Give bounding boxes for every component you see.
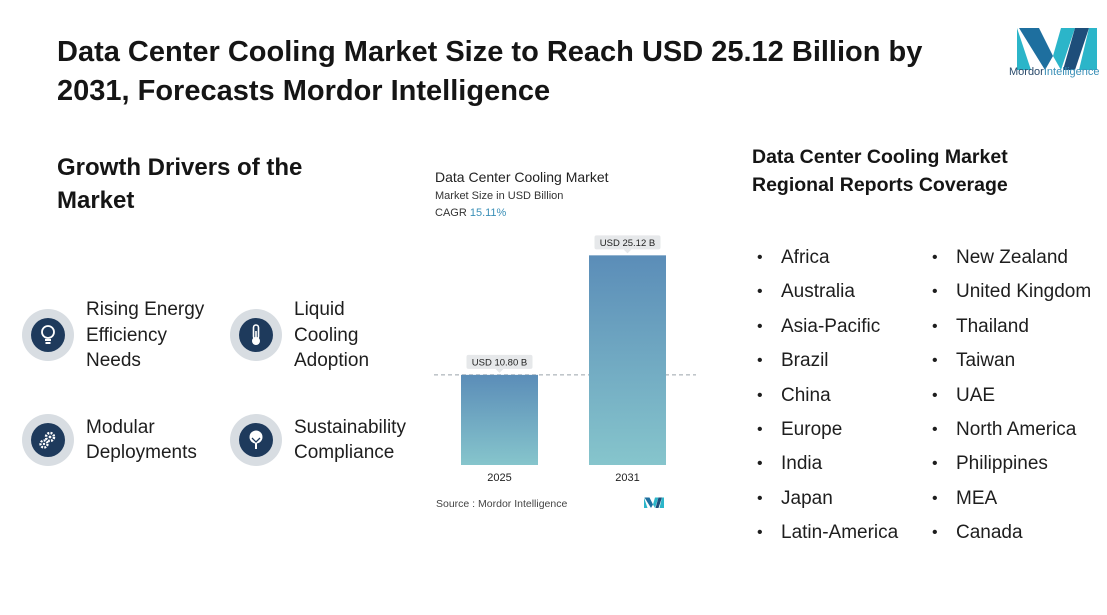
driver-label: Sustainability Compliance: [294, 416, 406, 464]
region-item: Europe: [752, 416, 898, 450]
data-label-bg: [466, 354, 533, 369]
region-item: Canada: [927, 519, 1091, 553]
driver-label: Rising Energy Efficiency Needs: [86, 299, 205, 371]
driver-modular-deployments: Modular Deployments: [22, 414, 197, 466]
lightbulb-icon: [22, 309, 74, 362]
chart-title: Data Center Cooling Market: [435, 169, 609, 185]
thermometer-icon: [230, 309, 282, 362]
region-item: New Zealand: [927, 244, 1091, 278]
chart-logo-icon: [644, 497, 664, 508]
region-item: Japan: [752, 485, 898, 519]
region-item: UAE: [927, 382, 1091, 416]
region-item: Taiwan: [927, 347, 1091, 381]
region-item: United Kingdom: [927, 278, 1091, 312]
chart-subtitle: Market Size in USD Billion: [435, 190, 564, 202]
bar-2025: [461, 374, 538, 465]
region-item: China: [752, 382, 898, 416]
chart-source: Source : Mordor Intelligence: [436, 498, 568, 510]
bar-2031: [589, 255, 666, 465]
driver-label: Liquid Cooling Adoption: [294, 299, 370, 371]
regions-list-left: AfricaAustraliaAsia-PacificBrazilChinaEu…: [752, 244, 898, 554]
data-label-notch: [623, 249, 632, 254]
chart-cagr: CAGR 15.11%: [435, 207, 506, 219]
logo-text-bold: Mordor: [1009, 66, 1044, 78]
region-item: MEA: [927, 485, 1091, 519]
region-item: Australia: [752, 278, 898, 312]
region-item: Thailand: [927, 313, 1091, 347]
region-item: Asia-Pacific: [752, 313, 898, 347]
driver-sustainability: Sustainability Compliance: [230, 414, 406, 466]
bar-chart-plot: USD 10.80 B 2025 USD 25.12 B 2031: [434, 235, 696, 484]
x-tick-label: 2025: [487, 472, 511, 484]
region-item: Africa: [752, 244, 898, 278]
region-item: Philippines: [927, 450, 1091, 484]
driver-energy-efficiency: Rising Energy Efficiency Needs: [22, 297, 204, 374]
mordor-logo-icon: [1017, 28, 1097, 70]
page-title: Data Center Cooling Market Size to Reach…: [57, 36, 923, 107]
drivers-heading: Growth Drivers of the Market: [57, 154, 303, 214]
region-item: North America: [927, 416, 1091, 450]
cagr-label: CAGR: [435, 207, 467, 219]
gears-icon: [22, 414, 74, 466]
regions-list-right: New ZealandUnited KingdomThailandTaiwanU…: [927, 244, 1091, 554]
logo-text-light: Intelligence: [1043, 66, 1100, 78]
region-item: Latin-America: [752, 519, 898, 553]
data-label: USD 10.80 B: [472, 357, 527, 368]
data-label-bg: [594, 235, 661, 250]
driver-label: Modular Deployments: [86, 416, 197, 464]
region-item: Brazil: [752, 347, 898, 381]
data-label: USD 25.12 B: [600, 238, 655, 249]
cagr-value: 15.11%: [469, 207, 507, 219]
data-label-notch: [495, 368, 504, 373]
regions-heading: Data Center Cooling Market Regional Repo…: [752, 146, 1008, 196]
logo-text: MordorIntelligence: [1009, 66, 1100, 78]
region-item: India: [752, 450, 898, 484]
driver-liquid-cooling: Liquid Cooling Adoption: [230, 297, 369, 374]
tree-icon: [230, 414, 282, 466]
market-chart: Data Center Cooling Market Market Size i…: [426, 160, 716, 520]
x-tick-label: 2031: [615, 472, 639, 484]
